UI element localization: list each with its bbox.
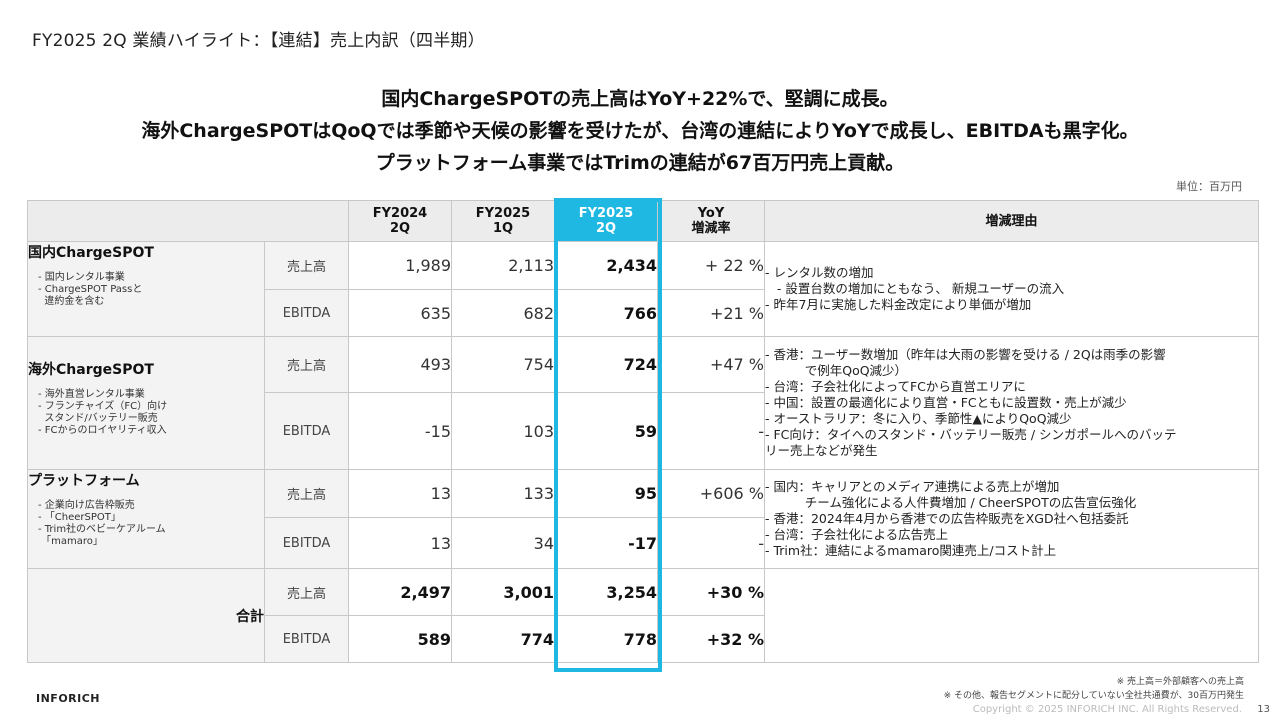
headline-2: 海外ChargeSPOTはQoQでは季節や天候の影響を受けたが、台湾の連結により… (141, 120, 1139, 142)
reason-line: - 設置台数の増加にともなう、 新規ユーザーの流入 (765, 281, 1065, 296)
reason-line: チーム強化による人件費増加 / CheerSPOTの広告宣伝強化 (765, 495, 1137, 510)
cell-fy2025-2q: 2,434 (554, 241, 658, 290)
metric-label: EBITDA (264, 289, 349, 337)
cell-fy2025-2q: 766 (554, 289, 658, 337)
segment-note: - ChargeSPOT Passと 違約金を含む (38, 284, 143, 307)
cell-yoy: +47 % (657, 336, 765, 393)
cell-fy2024-2q: 635 (348, 289, 452, 337)
header-row: FY2024 2Q FY2025 1Q FY2025 2Q YoY 増減率 増減… (27, 200, 1259, 242)
cell-yoy: +30 % (657, 568, 765, 616)
segment-table: FY2024 2Q FY2025 1Q FY2025 2Q YoY 増減率 増減… (27, 200, 1259, 663)
reason-line: - オーストラリア：冬に入り、季節性▲によりQoQ減少 (765, 411, 1072, 426)
table-row: 合計 売上高 2,497 3,001 3,254 +30 % (27, 568, 1259, 663)
cell-fy2025-1q: 2,113 (451, 241, 555, 290)
cell-fy2024-2q: 2,497 (348, 568, 452, 616)
cell-yoy: - (657, 517, 765, 569)
cell-fy2025-1q: 133 (451, 469, 555, 518)
cell-yoy: +606 % (657, 469, 765, 518)
reason-line: - 香港：ユーザー数増加（昨年は大雨の影響を受ける / 2Qは雨季の影響 (765, 347, 1166, 362)
reason-line: - 台湾：子会社化による広告売上 (765, 527, 949, 542)
reason-line: - レンタル数の増加 (765, 265, 874, 280)
segment-note: - Trim社のベビーケアルーム 「mamaro」 (38, 524, 166, 547)
cell-yoy: +32 % (657, 615, 765, 663)
page-number: 13 (1257, 704, 1270, 715)
segment-domestic: 国内ChargeSPOT - 国内レンタル事業 - ChargeSPOT Pas… (27, 241, 265, 337)
reason-line: - Trim社：連結によるmamaro関連売上/コスト計上 (765, 543, 1057, 558)
reason-overseas: - 香港：ユーザー数増加（昨年は大雨の影響を受ける / 2Qは雨季の影響 で例年… (764, 336, 1259, 470)
reason-line: リー売上などが発生 (765, 443, 878, 458)
headline-1: 国内ChargeSPOTの売上高はYoY+22%で、堅調に成長。 (381, 88, 899, 110)
segment-note: - 海外直営レンタル事業 (38, 389, 145, 400)
cell-fy2025-1q: 3,001 (451, 568, 555, 616)
cell-fy2024-2q: 1,989 (348, 241, 452, 290)
segment-note: - FCからのロイヤリティ収入 (38, 425, 167, 436)
header-reason: 増減理由 (764, 200, 1259, 242)
metric-label: 売上高 (264, 241, 349, 290)
metric-label: 売上高 (264, 568, 349, 616)
reason-line: - 昨年7月に実施した料金改定により単価が増加 (765, 297, 1032, 312)
table-row: 国内ChargeSPOT - 国内レンタル事業 - ChargeSPOT Pas… (27, 241, 1259, 337)
cell-fy2025-2q: -17 (554, 517, 658, 569)
cell-fy2025-1q: 774 (451, 615, 555, 663)
metric-label: 売上高 (264, 336, 349, 393)
footnote: ※ 売上高＝外部顧客への売上高 (1116, 677, 1244, 687)
segment-name: プラットフォーム (28, 473, 140, 489)
segment-platform: プラットフォーム - 企業向け広告枠販売 - 「CheerSPOT」 - Tri… (27, 469, 265, 569)
cell-fy2025-1q: 682 (451, 289, 555, 337)
copyright: Copyright © 2025 INFORICH INC. All Right… (972, 704, 1242, 715)
cell-yoy: - (657, 392, 765, 470)
reason-line: - 中国：設置の最適化により直営・FCともに設置数・売上が減少 (765, 395, 1127, 410)
table-row: EBITDA -15 103 59 - (28, 392, 1259, 470)
cell-fy2024-2q: 493 (348, 336, 452, 393)
cell-yoy: + 22 % (657, 241, 765, 290)
cell-fy2025-2q: 95 (554, 469, 658, 518)
cell-fy2024-2q: 13 (348, 469, 452, 518)
metric-label: EBITDA (264, 392, 349, 470)
reason-line: - 国内：キャリアとのメディア連携による売上が増加 (765, 479, 1060, 494)
table-row: EBITDA 635 682 766 +21 % (28, 289, 1259, 337)
cell-yoy: +21 % (657, 289, 765, 337)
cell-fy2025-2q: 724 (554, 336, 658, 393)
reason-line: - FC向け：タイへのスタンド・バッテリー販売 / シンガポールへのバッテ (765, 427, 1177, 442)
cell-fy2024-2q: -15 (348, 392, 452, 470)
reason-line: で例年QoQ減少） (765, 363, 908, 378)
segment-name: 国内ChargeSPOT (28, 245, 154, 261)
cell-fy2025-1q: 754 (451, 336, 555, 393)
segment-overseas: 海外ChargeSPOT - 海外直営レンタル事業 - フランチャイズ（FC）向… (27, 336, 265, 470)
cell-fy2025-2q: 3,254 (554, 568, 658, 616)
cell-fy2025-1q: 34 (451, 517, 555, 569)
reason-line: - 台湾：子会社化によってFCから直営エリアに (765, 379, 1026, 394)
company-logo: INFORICH (36, 692, 101, 705)
header-yoy: YoY 増減率 (657, 200, 765, 242)
headline-3: プラットフォーム事業ではTrimの連結が67百万円売上貢献。 (375, 152, 905, 174)
metric-label: 売上高 (264, 469, 349, 518)
table-row: 海外ChargeSPOT - 海外直営レンタル事業 - フランチャイズ（FC）向… (27, 336, 1259, 470)
segment-note: - 「CheerSPOT」 (38, 512, 121, 523)
segment-name: 海外ChargeSPOT (28, 362, 154, 378)
metric-label: EBITDA (264, 615, 349, 663)
header-blank (27, 200, 349, 242)
header-fy2024-2q: FY2024 2Q (348, 200, 452, 242)
metric-label: EBITDA (264, 517, 349, 569)
table-row: EBITDA 589 774 778 +32 % (28, 615, 1259, 663)
reason-line: - 香港：2024年4月から香港での広告枠販売をXGD社へ包括委託 (765, 511, 1129, 526)
cell-fy2025-2q: 59 (554, 392, 658, 470)
reason-total-empty (764, 568, 1259, 663)
reason-platform: - 国内：キャリアとのメディア連携による売上が増加 チーム強化による人件費増加 … (764, 469, 1259, 569)
header-fy2025-1q: FY2025 1Q (451, 200, 555, 242)
segment-note: - フランチャイズ（FC）向け スタンド/バッテリー販売 (38, 401, 168, 424)
cell-fy2024-2q: 589 (348, 615, 452, 663)
header-fy2025-2q: FY2025 2Q (554, 200, 658, 242)
unit-label: 単位：百万円 (1176, 180, 1242, 193)
segment-note: - 国内レンタル事業 (38, 272, 125, 283)
reason-domestic: - レンタル数の増加 - 設置台数の増加にともなう、 新規ユーザーの流入 - 昨… (764, 241, 1259, 337)
segment-note: - 企業向け広告枠販売 (38, 500, 135, 511)
cell-fy2025-2q: 778 (554, 615, 658, 663)
cell-fy2025-1q: 103 (451, 392, 555, 470)
table-row: プラットフォーム - 企業向け広告枠販売 - 「CheerSPOT」 - Tri… (27, 469, 1259, 569)
total-label: 合計 (27, 568, 265, 663)
footnote: ※ その他、報告セグメントに配分していない全社共通費が、30百万円発生 (943, 691, 1244, 701)
cell-fy2024-2q: 13 (348, 517, 452, 569)
page-title: FY2025 2Q 業績ハイライト：【連結】売上内訳（四半期） (32, 31, 485, 51)
